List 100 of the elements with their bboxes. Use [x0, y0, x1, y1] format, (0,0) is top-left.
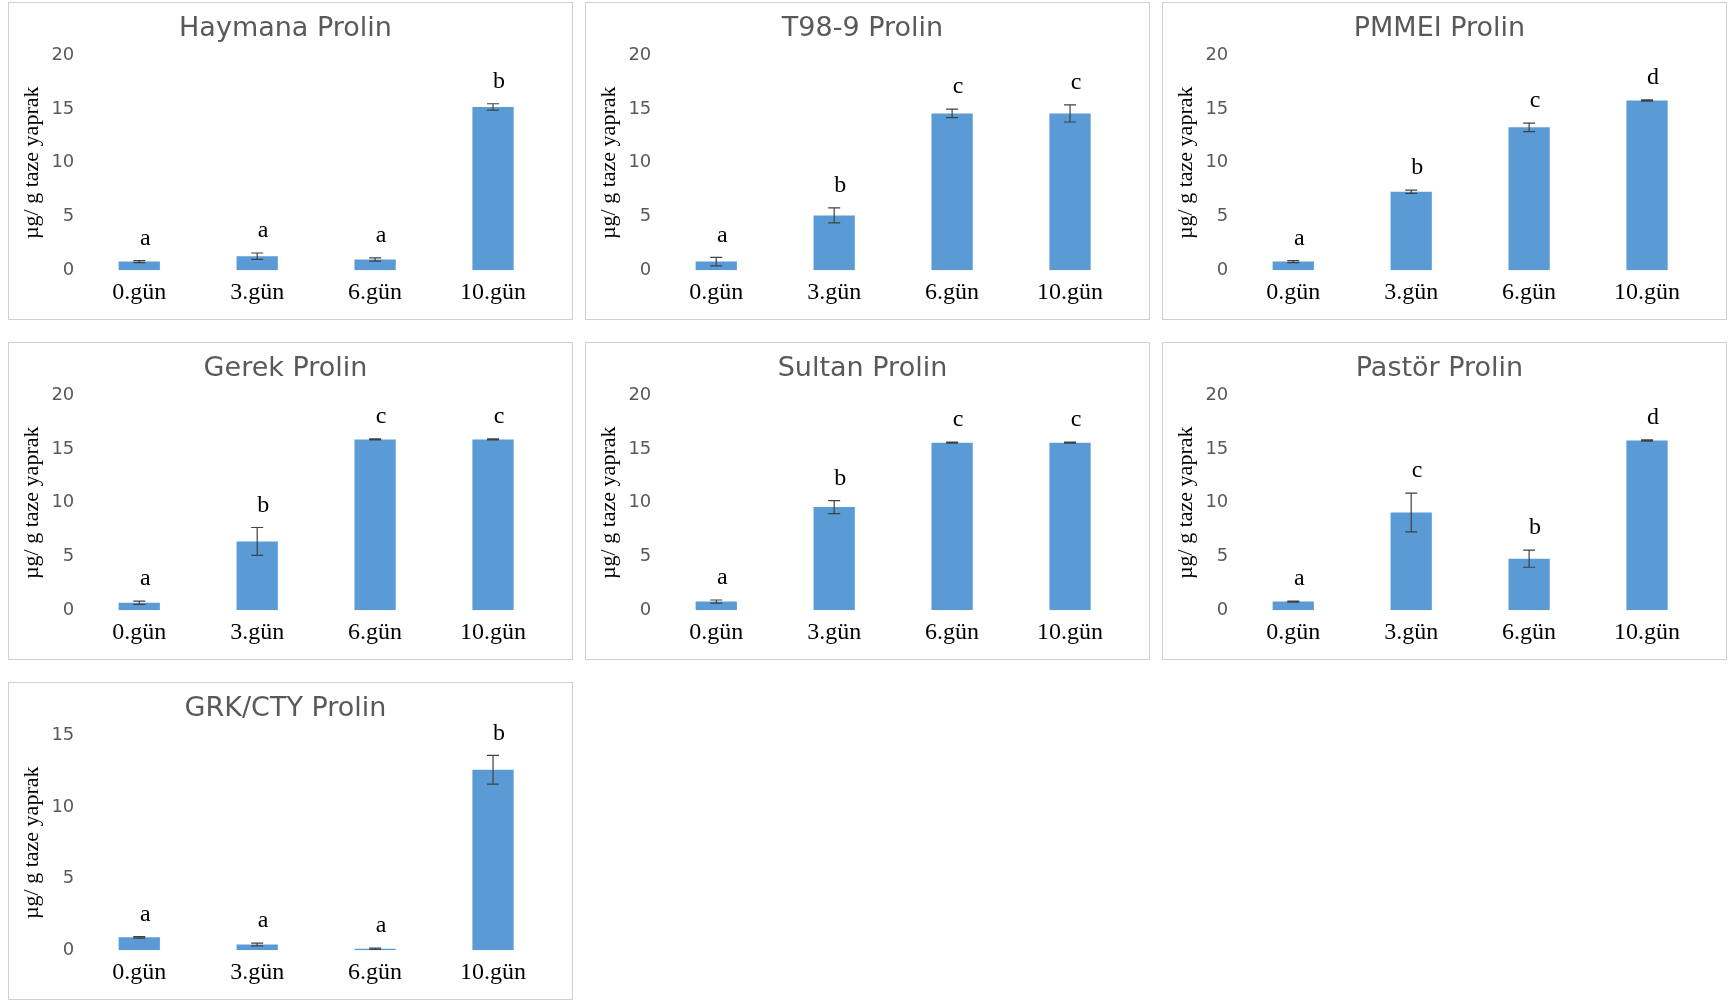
y-axis-title: µg/ g taze yaprak	[17, 766, 43, 920]
y-tick-label: 15	[51, 723, 75, 745]
bar	[1508, 127, 1550, 271]
data-label: c	[952, 72, 964, 99]
bar	[472, 439, 514, 611]
data-label: b	[834, 171, 847, 198]
x-tick-label: 3.gün	[230, 617, 285, 644]
y-tick-label: 5	[62, 204, 75, 226]
x-tick-label: 0.gün	[112, 957, 167, 984]
data-label: c	[1411, 456, 1423, 483]
x-tick-label: 10.gün	[460, 617, 527, 644]
y-tick-label: 10	[1205, 150, 1229, 172]
x-tick-label: 10.gün	[1614, 617, 1681, 644]
bar	[1390, 512, 1432, 611]
x-tick-label: 3.gün	[807, 617, 862, 644]
y-tick-label: 0	[62, 937, 75, 959]
data-label: a	[1293, 223, 1305, 250]
bar	[236, 256, 278, 271]
y-tick-label: 20	[1205, 43, 1229, 65]
y-tick-label: 10	[51, 794, 75, 816]
y-tick-label: 20	[1205, 383, 1229, 405]
x-tick-label: 6.gün	[925, 277, 980, 304]
bar	[1626, 440, 1668, 611]
data-label: c	[952, 405, 964, 432]
y-tick-label: 5	[639, 204, 652, 226]
y-tick-label: 5	[639, 544, 652, 566]
chart-title: Haymana Prolin	[179, 11, 392, 43]
y-tick-label: 5	[1216, 204, 1229, 226]
y-tick-label: 10	[1205, 490, 1229, 512]
y-tick-label: 10	[628, 490, 652, 512]
data-label: c	[493, 402, 505, 429]
chart-title: T98-9 Prolin	[780, 11, 944, 43]
y-tick-label: 15	[51, 436, 75, 458]
y-tick-label: 15	[1205, 436, 1229, 458]
x-tick-label: 0.gün	[112, 617, 167, 644]
bar	[472, 769, 514, 951]
data-label: a	[1293, 564, 1305, 591]
x-tick-label: 10.gün	[1037, 277, 1104, 304]
x-tick-label: 0.gün	[1266, 617, 1321, 644]
data-label: a	[139, 223, 151, 250]
y-axis-title: µg/ g taze yaprak	[17, 86, 43, 240]
y-tick-label: 0	[639, 257, 652, 279]
y-tick-label: 0	[1216, 597, 1229, 619]
bar	[354, 439, 396, 611]
bar	[931, 113, 973, 271]
y-tick-label: 0	[62, 257, 75, 279]
x-tick-label: 10.gün	[1037, 617, 1104, 644]
chart-title: Sultan Prolin	[777, 351, 948, 383]
y-tick-label: 0	[639, 597, 652, 619]
y-tick-label: 20	[628, 43, 652, 65]
chart-title: GRK/CTY Prolin	[184, 691, 387, 723]
x-tick-label: 0.gün	[689, 617, 744, 644]
y-tick-label: 5	[62, 866, 75, 888]
data-label: b	[1529, 513, 1542, 540]
y-axis-title: µg/ g taze yaprak	[1171, 86, 1197, 240]
chart-title: Pastör Prolin	[1355, 351, 1524, 383]
x-tick-label: 3.gün	[807, 277, 862, 304]
y-axis-title: µg/ g taze yaprak	[1171, 426, 1197, 580]
data-label: a	[716, 220, 728, 247]
bar	[236, 541, 278, 611]
y-tick-label: 15	[1205, 96, 1229, 118]
chart-title: PMMEI Prolin	[1353, 11, 1526, 43]
x-tick-label: 10.gün	[460, 277, 527, 304]
y-axis-title: µg/ g taze yaprak	[594, 426, 620, 580]
data-label: c	[1529, 86, 1541, 113]
data-label: a	[375, 911, 387, 938]
data-label: b	[257, 490, 270, 517]
x-tick-label: 6.gün	[925, 617, 980, 644]
data-label: d	[1647, 63, 1660, 90]
x-tick-label: 10.gün	[1614, 277, 1681, 304]
y-tick-label: 0	[62, 597, 75, 619]
x-tick-label: 6.gün	[348, 277, 403, 304]
bar	[1508, 558, 1550, 611]
y-axis-title: µg/ g taze yaprak	[594, 86, 620, 240]
bar	[1049, 442, 1091, 611]
bar	[118, 937, 160, 951]
data-label: b	[493, 67, 506, 94]
x-tick-label: 6.gün	[348, 617, 403, 644]
data-label: a	[375, 221, 387, 248]
x-tick-label: 10.gün	[460, 957, 527, 984]
x-tick-label: 3.gün	[230, 957, 285, 984]
bar	[813, 215, 855, 271]
data-label: c	[375, 402, 387, 429]
x-tick-label: 6.gün	[348, 957, 403, 984]
bar	[354, 259, 396, 271]
y-tick-label: 10	[51, 490, 75, 512]
y-tick-label: 20	[51, 43, 75, 65]
chart-title: Gerek Prolin	[203, 351, 368, 383]
x-tick-label: 6.gün	[1502, 277, 1557, 304]
y-tick-label: 10	[628, 150, 652, 172]
data-label: a	[716, 563, 728, 590]
y-tick-label: 15	[628, 96, 652, 118]
x-tick-label: 0.gün	[689, 277, 744, 304]
data-label: d	[1647, 403, 1660, 430]
y-tick-label: 10	[51, 150, 75, 172]
data-label: a	[139, 564, 151, 591]
bar	[931, 442, 973, 611]
bar	[1390, 191, 1432, 271]
bar	[813, 507, 855, 611]
data-label: c	[1070, 68, 1082, 95]
